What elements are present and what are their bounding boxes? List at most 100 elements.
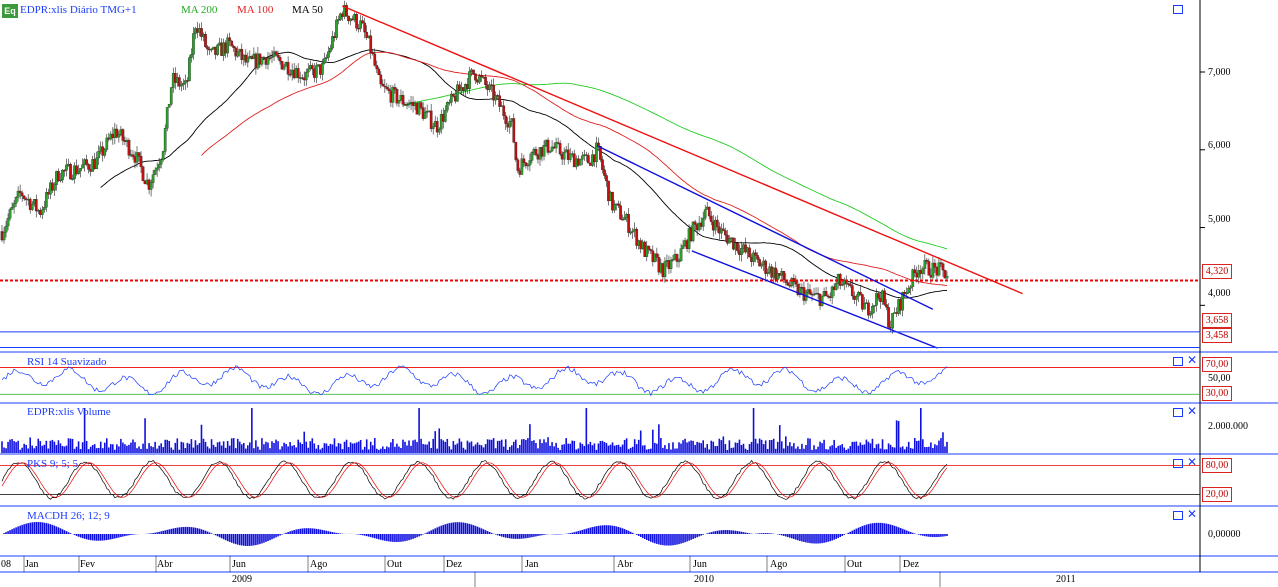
- close-rsi-icon[interactable]: ✕: [1187, 353, 1198, 367]
- macd-bar: [432, 529, 434, 534]
- candle-body: [232, 45, 236, 49]
- legend-ma50[interactable]: MA 50: [292, 4, 323, 16]
- legend-ma200[interactable]: MA 200: [181, 4, 218, 16]
- volume-bar: [772, 438, 775, 453]
- volume-bar: [760, 439, 763, 453]
- candle-body: [504, 115, 508, 124]
- candle-body: [548, 150, 552, 153]
- macd-bar: [859, 526, 862, 534]
- legend-ma100[interactable]: MA 100: [237, 4, 274, 16]
- volume-bar: [821, 443, 823, 453]
- macd-bar: [615, 526, 618, 534]
- volume-bar: [728, 440, 731, 453]
- macd-bar: [194, 527, 197, 534]
- macd-bar: [656, 534, 658, 544]
- macd-bar: [434, 528, 437, 534]
- candle-body: [65, 164, 68, 171]
- macd-bar: [865, 524, 868, 534]
- macd-bar: [124, 534, 126, 537]
- volume-bar: [944, 446, 946, 453]
- candle-body: [359, 20, 363, 29]
- candle-body: [117, 134, 121, 138]
- macd-bar: [920, 534, 922, 536]
- volume-bar: [936, 445, 938, 453]
- macd-bar: [623, 529, 626, 534]
- maximize-rsi-icon[interactable]: [1173, 357, 1183, 366]
- candle-body: [798, 287, 802, 296]
- volume-bar: [670, 449, 672, 453]
- macd-bar: [297, 529, 299, 534]
- candle-body: [44, 192, 48, 208]
- candle-body: [631, 230, 635, 233]
- volume-bar: [609, 444, 612, 453]
- volume-bar: [629, 447, 632, 453]
- macd-bar: [942, 534, 944, 537]
- volume-bar: [517, 448, 519, 453]
- macd-bar: [847, 532, 850, 534]
- candle-body: [494, 95, 498, 101]
- macd-bar: [204, 530, 207, 534]
- candle-body: [57, 171, 60, 182]
- volume-bar: [236, 438, 239, 453]
- close-volume-icon[interactable]: ✕: [1187, 404, 1198, 418]
- candle-body: [635, 228, 639, 246]
- candle-body: [619, 205, 622, 220]
- maximize-panel-icon[interactable]: [1173, 5, 1183, 14]
- volume-bar: [116, 444, 118, 453]
- candle-body: [121, 129, 125, 141]
- candle-body: [554, 142, 558, 149]
- volume-bar: [692, 440, 694, 453]
- volume-bar: [176, 438, 179, 453]
- volume-bar: [873, 448, 876, 453]
- symbol-title[interactable]: EDPR:xlis Diário TMG+1: [20, 4, 137, 16]
- volume-bar: [273, 442, 275, 453]
- macd-bar: [585, 528, 588, 534]
- candle-body: [709, 215, 713, 222]
- close-macd-icon[interactable]: ✕: [1187, 507, 1198, 521]
- macd-bar: [430, 530, 432, 534]
- macd-bar: [202, 529, 205, 534]
- macd-bar: [694, 534, 696, 539]
- volume-bar: [635, 444, 638, 453]
- macd-bar: [637, 534, 640, 536]
- pks-panel-title[interactable]: PKS 9; 5; 5: [27, 458, 79, 470]
- volume-bar: [202, 438, 205, 453]
- candle-body: [468, 71, 471, 90]
- candle-body: [931, 262, 935, 278]
- candle-body: [419, 102, 423, 108]
- candle-body: [306, 68, 310, 73]
- candle-body: [764, 260, 768, 274]
- macd-bar: [313, 528, 316, 534]
- volume-panel-title[interactable]: EDPR:xlis Volume: [27, 406, 111, 418]
- macd-bar: [93, 534, 96, 541]
- macd-bar: [684, 534, 686, 543]
- close-pks-icon[interactable]: ✕: [1187, 455, 1198, 469]
- volume-bar: [678, 442, 680, 453]
- volume-bar: [31, 445, 34, 453]
- year-label: 2011: [1056, 574, 1076, 585]
- candle-body: [601, 159, 604, 170]
- candle-body: [365, 31, 369, 38]
- volume-bar: [752, 408, 755, 453]
- candle-body: [325, 57, 328, 59]
- macd-bar: [609, 525, 612, 534]
- maximize-volume-icon[interactable]: [1173, 408, 1183, 417]
- macd-bar: [188, 526, 191, 534]
- candle-body: [528, 160, 532, 166]
- volume-bar: [247, 445, 249, 453]
- maximize-macd-icon[interactable]: [1173, 511, 1183, 520]
- candle-body: [792, 278, 796, 282]
- maximize-pks-icon[interactable]: [1173, 459, 1183, 468]
- volume-bar: [809, 438, 811, 453]
- candle-body: [177, 77, 181, 87]
- volume-bar: [365, 439, 368, 453]
- volume-bar: [196, 444, 199, 453]
- macd-panel-title[interactable]: MACDH 26; 12; 9: [27, 510, 110, 522]
- macd-bar: [293, 530, 295, 534]
- macd-bar: [855, 528, 858, 534]
- candle-body: [834, 283, 838, 290]
- rsi-panel-title[interactable]: RSI 14 Suavizado: [27, 356, 107, 368]
- volume-bar: [891, 447, 894, 453]
- macd-bar: [496, 534, 499, 536]
